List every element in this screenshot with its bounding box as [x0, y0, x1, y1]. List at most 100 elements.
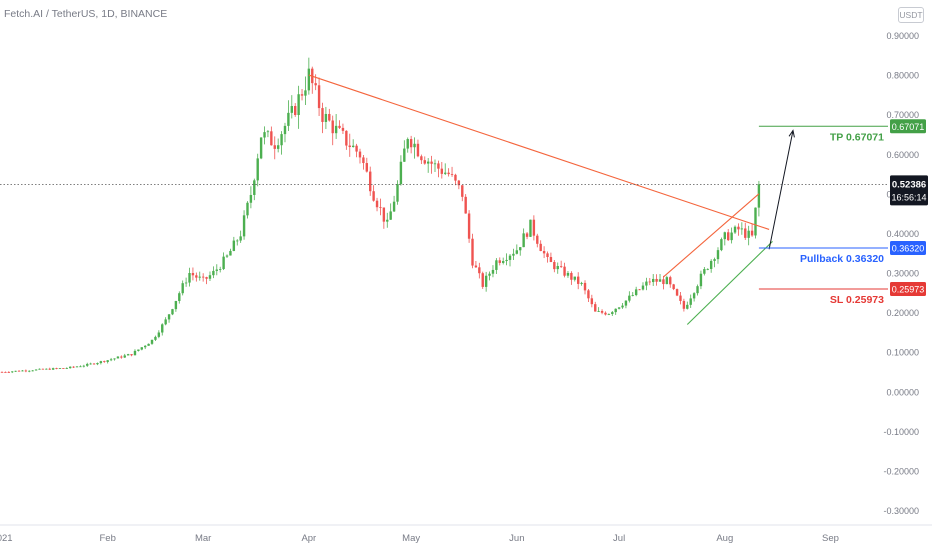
- candle-body: [82, 365, 86, 367]
- y-tick-label: -0.10000: [883, 427, 919, 437]
- candle-body: [679, 295, 682, 301]
- last-price-marker: 0.52386 16:56:14: [0, 175, 928, 206]
- candle-body: [259, 137, 263, 159]
- candle-body: [24, 370, 28, 372]
- candle-body: [658, 279, 662, 282]
- candle-body: [600, 310, 604, 313]
- candle-body: [536, 235, 539, 244]
- currency-button[interactable]: USDT: [898, 7, 924, 23]
- candle-body: [198, 276, 201, 278]
- candle-body: [215, 269, 218, 271]
- projection-arrow-head: [788, 129, 795, 138]
- candle-body: [328, 113, 331, 121]
- candle-body: [38, 368, 41, 370]
- tp-price-badge-text: 0.67071: [892, 122, 925, 132]
- candle-body: [515, 250, 519, 254]
- candle-body: [266, 131, 270, 133]
- candle-body: [89, 363, 92, 365]
- candle-body: [488, 273, 491, 276]
- y-tick-label: 0.70000: [886, 110, 919, 120]
- candle-body: [416, 143, 420, 157]
- candle-body: [21, 370, 24, 372]
- candlestick-series: [0, 57, 761, 374]
- candle-body: [703, 269, 706, 274]
- y-tick-label: -0.30000: [883, 506, 919, 516]
- candle-body: [508, 255, 512, 260]
- candle-body: [164, 319, 167, 325]
- candle-body: [628, 295, 631, 301]
- candle-body: [65, 368, 68, 369]
- y-tick-label: 0.60000: [886, 150, 919, 160]
- candle-body: [317, 85, 321, 109]
- x-tick-label: Apr: [301, 533, 316, 544]
- candle-body: [481, 273, 484, 287]
- candle-body: [86, 363, 89, 366]
- candle-body: [191, 273, 195, 276]
- candle-body: [587, 290, 590, 299]
- candle-body: [154, 336, 157, 340]
- candle-body: [276, 145, 280, 149]
- candle-body: [133, 350, 137, 356]
- candle-body: [403, 148, 406, 162]
- candle-body: [212, 270, 215, 276]
- candle-body: [580, 282, 583, 284]
- candle-body: [686, 304, 689, 309]
- candle-body: [249, 194, 253, 203]
- candle-body: [665, 277, 669, 285]
- candle-body: [559, 266, 563, 267]
- candle-body: [239, 236, 242, 241]
- candle-body: [754, 207, 757, 236]
- sl-price-badge-text: 0.25973: [892, 284, 925, 294]
- candle-body: [396, 184, 399, 202]
- candle-body: [645, 281, 648, 286]
- candle-body: [232, 240, 236, 251]
- candle-body: [519, 247, 522, 251]
- candle-body: [747, 230, 750, 238]
- time-axis: 2021 Feb Mar Apr May Jun Jul Aug Sep: [0, 524, 932, 544]
- candle-body: [294, 106, 297, 116]
- tp-level-label: TP 0.67071: [830, 131, 884, 143]
- sl-level-label: SL 0.25973: [830, 294, 884, 306]
- candle-body: [576, 276, 580, 284]
- candle-body: [287, 112, 290, 126]
- x-tick-label: Sep: [822, 533, 839, 544]
- candle-body: [672, 284, 675, 290]
- candle-body: [450, 174, 454, 175]
- candle-body: [99, 361, 103, 364]
- candle-body: [55, 368, 58, 369]
- candle-body: [11, 371, 14, 373]
- candle-body: [512, 253, 515, 256]
- candle-body: [737, 226, 740, 230]
- candle-body: [716, 250, 720, 260]
- candle-body: [437, 163, 440, 169]
- candle-body: [461, 185, 464, 197]
- candle-body: [744, 228, 747, 238]
- candle-body: [709, 260, 713, 269]
- candle-body: [464, 196, 467, 214]
- candle-body: [522, 233, 525, 248]
- candle-body: [624, 300, 628, 306]
- candle-body: [126, 354, 130, 356]
- y-tick-label: -0.20000: [883, 466, 919, 476]
- candle-body: [178, 293, 181, 301]
- candle-body: [300, 94, 304, 96]
- candle-body: [34, 369, 38, 371]
- candle-body: [338, 125, 341, 128]
- candle-body: [28, 370, 31, 372]
- candle-body: [389, 211, 392, 220]
- candle-body: [7, 372, 11, 373]
- x-tick-label: Feb: [100, 533, 116, 544]
- candle-body: [369, 171, 372, 192]
- candle-body: [423, 160, 426, 164]
- candle-body: [706, 268, 709, 270]
- candle-body: [720, 239, 723, 251]
- candle-body: [68, 366, 72, 369]
- x-tick-label: May: [402, 533, 420, 544]
- candle-body: [184, 282, 188, 284]
- candle-body: [426, 161, 430, 164]
- y-tick-label: 0.40000: [886, 229, 919, 239]
- candle-body: [471, 238, 474, 266]
- bar-countdown-text: 16:56:14: [891, 192, 926, 202]
- candle-body: [116, 356, 120, 359]
